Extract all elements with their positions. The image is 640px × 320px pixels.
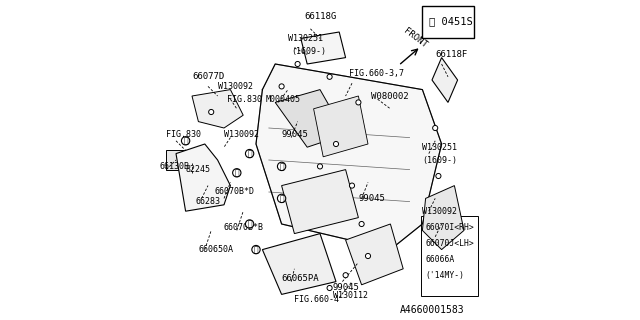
Text: (1609-): (1609-)	[422, 156, 458, 164]
Text: M000405: M000405	[266, 95, 301, 104]
Text: 66130B: 66130B	[160, 162, 190, 171]
Text: FIG.830: FIG.830	[166, 130, 202, 139]
Text: FIG.660-3,7: FIG.660-3,7	[349, 69, 404, 78]
Text: 66070I<RH>: 66070I<RH>	[426, 223, 474, 232]
Text: W080002: W080002	[371, 92, 409, 100]
Text: ① 0451S: ① 0451S	[429, 16, 472, 26]
Text: 99045: 99045	[282, 130, 308, 139]
Text: W130251: W130251	[422, 143, 458, 152]
Text: 66077D: 66077D	[192, 72, 224, 81]
Text: ('14MY-): ('14MY-)	[426, 271, 465, 280]
Circle shape	[365, 253, 371, 259]
Circle shape	[279, 84, 284, 89]
Text: 99045: 99045	[333, 284, 360, 292]
Text: ①: ①	[279, 162, 284, 171]
Text: W130092: W130092	[218, 82, 253, 91]
Text: 660650A: 660650A	[198, 245, 234, 254]
Text: 66070J<LH>: 66070J<LH>	[426, 239, 474, 248]
Text: 66283: 66283	[195, 197, 220, 206]
Text: ①: ①	[247, 220, 252, 228]
Circle shape	[182, 137, 189, 145]
Circle shape	[327, 74, 332, 79]
Circle shape	[278, 162, 286, 171]
Circle shape	[327, 285, 332, 291]
FancyBboxPatch shape	[422, 6, 474, 38]
Circle shape	[433, 125, 438, 131]
Circle shape	[233, 169, 241, 177]
Circle shape	[359, 221, 364, 227]
Text: 66118F: 66118F	[435, 50, 467, 59]
Text: FIG.830: FIG.830	[227, 95, 262, 104]
FancyBboxPatch shape	[421, 216, 479, 296]
Text: 66066A: 66066A	[426, 255, 455, 264]
Circle shape	[252, 245, 260, 254]
Polygon shape	[262, 234, 336, 294]
Text: W130251: W130251	[288, 34, 323, 43]
Circle shape	[295, 61, 300, 67]
Text: FIG.660-4: FIG.660-4	[294, 295, 339, 304]
Text: W130092: W130092	[422, 207, 458, 216]
Text: 82245: 82245	[186, 165, 211, 174]
Text: 66065PA: 66065PA	[282, 274, 319, 283]
FancyBboxPatch shape	[166, 150, 186, 170]
Text: (1609-): (1609-)	[291, 47, 326, 56]
Circle shape	[349, 183, 355, 188]
Text: W130092: W130092	[224, 130, 259, 139]
Text: 99045: 99045	[358, 194, 385, 203]
Text: ①: ①	[247, 149, 252, 158]
Polygon shape	[256, 64, 442, 250]
Polygon shape	[314, 96, 368, 157]
Text: FRONT: FRONT	[403, 27, 429, 50]
Polygon shape	[422, 186, 464, 250]
Circle shape	[317, 164, 323, 169]
Text: ①: ①	[279, 194, 284, 203]
Polygon shape	[275, 90, 346, 147]
Circle shape	[333, 141, 339, 147]
Circle shape	[246, 220, 254, 228]
Polygon shape	[301, 32, 346, 64]
Text: ①: ①	[183, 136, 188, 145]
Circle shape	[343, 273, 348, 278]
Text: A4660001583: A4660001583	[400, 305, 465, 316]
Polygon shape	[282, 170, 358, 234]
Polygon shape	[346, 224, 403, 285]
Text: 66070B*D: 66070B*D	[214, 188, 255, 196]
Polygon shape	[176, 144, 230, 211]
Polygon shape	[192, 90, 243, 128]
Circle shape	[246, 149, 254, 158]
Text: 66070B*B: 66070B*B	[224, 223, 264, 232]
Circle shape	[356, 100, 361, 105]
Circle shape	[278, 194, 286, 203]
Polygon shape	[432, 58, 458, 102]
Text: ①: ①	[253, 245, 259, 254]
Text: W130112: W130112	[333, 292, 368, 300]
Text: 66118G: 66118G	[304, 12, 336, 20]
Circle shape	[209, 109, 214, 115]
Circle shape	[436, 173, 441, 179]
Text: ①: ①	[234, 168, 239, 177]
